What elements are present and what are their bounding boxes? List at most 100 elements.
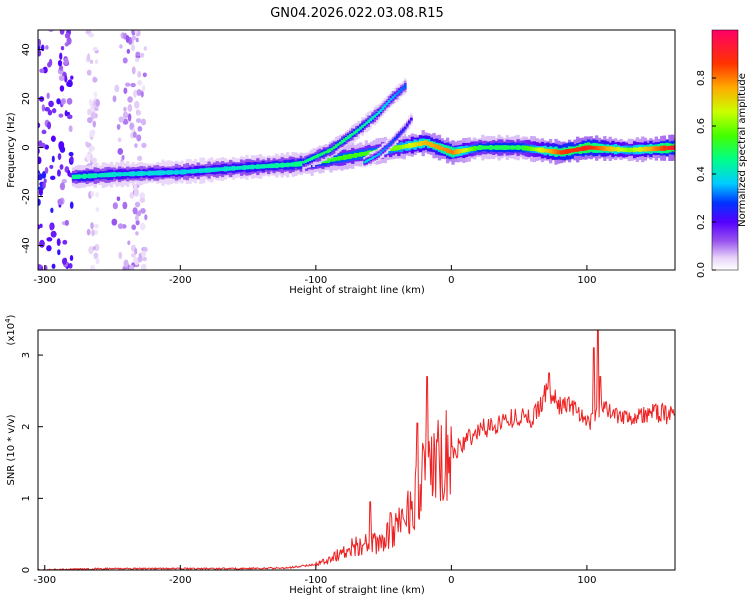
spectrogram-noise-cell: [133, 188, 140, 197]
spectrogram-noise-cell: [68, 151, 74, 157]
spectrogram-main-ridge-cell: [288, 162, 293, 167]
spectrogram-main-ridge-cell: [169, 170, 173, 175]
spectrogram-main-ridge-cell: [204, 167, 209, 173]
spectrogram-noise-cell: [142, 256, 147, 262]
spectrogram-main-ridge-cell: [632, 147, 637, 153]
spectrogram-noise-cell: [140, 90, 144, 98]
spectrogram-main-ridge-cell: [670, 145, 675, 151]
spectrogram-noise-cell: [59, 52, 63, 60]
spectrogram-main-ridge-cell: [174, 169, 179, 175]
spectrogram-noise-cell: [139, 52, 145, 58]
spectrogram-noise-cell: [135, 231, 139, 236]
spectrogram-noise-cell: [86, 69, 92, 76]
x-tick-label: 0: [448, 275, 454, 286]
spectrogram-main-ridge-cell: [567, 148, 572, 154]
spectrogram-noise-cell: [86, 117, 93, 124]
spectrogram-secondary-branch-cell: [387, 144, 391, 147]
spectrogram-noise-cell: [64, 219, 69, 226]
spectrogram-main-ridge-cell: [323, 158, 328, 164]
spectrogram-noise-cell: [90, 190, 95, 197]
spectrogram-noise-cell: [88, 32, 95, 38]
spectrogram-main-ridge-cell: [429, 142, 433, 148]
spectrogram-main-ridge-cell: [223, 166, 227, 172]
y-tick-label: 0: [21, 144, 32, 150]
spectrogram-noise-cell: [94, 229, 99, 236]
spectrogram-main-ridge-cell: [435, 144, 439, 149]
spectrogram-main-ridge-cell: [456, 149, 461, 154]
spectrogram-noise-cell: [60, 45, 65, 51]
spectrogram-main-ridge-cell: [492, 145, 496, 150]
y-tick-label: 0: [21, 567, 32, 573]
spectrogram-main-ridge-cell: [643, 146, 648, 152]
spectrogram-noise-cell: [41, 104, 45, 112]
spectrogram-main-ridge-cell: [481, 145, 485, 150]
spectrogram-main-ridge-cell: [361, 151, 366, 156]
spectrogram-main-ridge-cell: [597, 146, 602, 151]
spectrogram-main-ridge-cell: [77, 174, 81, 179]
spectrogram-main-ridge-cell: [128, 171, 133, 177]
spectrogram-noise-cell: [134, 248, 138, 255]
x-tick-label: -100: [304, 575, 327, 586]
spectrogram-noise-cell: [119, 44, 123, 49]
spectrogram-upper-branch-cell: [393, 94, 397, 97]
spectrogram-main-ridge-cell: [589, 145, 593, 150]
spectrogram-main-ridge-cell: [126, 172, 130, 176]
spectrogram-upper-branch-cell: [347, 135, 350, 140]
spectrogram-upper-branch-cell: [324, 150, 328, 154]
y-tick-label: 1: [21, 495, 32, 501]
spectrogram-main-ridge-cell: [516, 145, 520, 151]
spectrogram-upper-branch-cell: [403, 84, 407, 89]
spectrogram-noise-cell: [93, 91, 98, 98]
spectrogram-main-ridge-cell: [283, 163, 287, 168]
spectrogram-noise-cell: [94, 59, 99, 65]
spectrogram-noise-cell: [135, 37, 139, 43]
spectrogram-noise-cell: [38, 188, 43, 196]
spectrogram-noise-cell: [139, 192, 146, 200]
spectrogram-main-ridge-cell: [351, 154, 355, 158]
spectrogram-upper-branch-cell: [326, 149, 330, 154]
spectrogram-main-ridge-cell: [348, 153, 352, 159]
spectrogram-noise-cell: [42, 181, 46, 189]
spectrogram-main-ridge-cell: [82, 173, 87, 179]
spectrogram-main-ridge-cell: [619, 147, 623, 152]
spectrogram-main-ridge-cell: [546, 148, 550, 153]
spectrogram-noise-cell: [51, 263, 56, 269]
spectrogram-main-ridge-cell: [88, 173, 92, 179]
spectrogram-upper-branch-cell: [379, 108, 383, 112]
spectrogram-main-ridge-cell: [421, 141, 425, 146]
spectrogram-main-ridge-cell: [454, 149, 458, 155]
spectrogram-main-ridge-cell: [242, 165, 246, 170]
spectrogram-secondary-branch-cell: [367, 158, 370, 162]
spectrogram-main-ridge-cell: [147, 170, 152, 176]
spectrogram-main-ridge-cell: [115, 172, 119, 177]
spectrogram-noise-cell: [130, 82, 136, 88]
spectrogram-noise-cell: [67, 80, 73, 88]
spectrogram-noise-cell: [135, 214, 139, 221]
x-tick-label: 100: [577, 275, 596, 286]
spectrogram-main-ridge-cell: [229, 166, 233, 171]
spectrogram-main-ridge-cell: [193, 169, 198, 174]
spectrogram-noise-cell: [59, 164, 64, 170]
spectrogram-main-ridge-cell: [389, 147, 393, 151]
spectrogram-noise-cell: [69, 156, 74, 163]
spectrogram-upper-branch-cell: [330, 147, 334, 151]
spectrogram-main-ridge-cell: [294, 161, 298, 167]
spectrogram-noise-cell: [58, 65, 64, 71]
spectrogram-main-ridge-cell: [98, 173, 103, 178]
spectrogram-noise-cell: [117, 137, 122, 143]
spectrogram-secondary-branch-cell: [383, 147, 387, 150]
spectrogram-noise-cell: [64, 32, 71, 39]
spectrogram-noise-cell: [127, 113, 132, 122]
spectrogram-main-ridge-cell: [646, 146, 650, 152]
x-tick-label: -200: [169, 575, 192, 586]
spectrogram-main-ridge-cell: [535, 147, 539, 152]
spectrogram-upper-branch-cell: [361, 124, 364, 128]
x-tick-label: -300: [33, 575, 56, 586]
spectrogram-main-ridge-cell: [410, 142, 415, 148]
spectrogram-noise-cell: [87, 108, 92, 116]
spectrogram-main-ridge-cell: [462, 148, 466, 153]
snr-y-multiplier: (x104): [4, 314, 17, 345]
snr-series-line: [38, 330, 675, 570]
spectrogram-noise-cell: [125, 82, 131, 87]
spectrogram-main-ridge-cell: [540, 147, 545, 153]
